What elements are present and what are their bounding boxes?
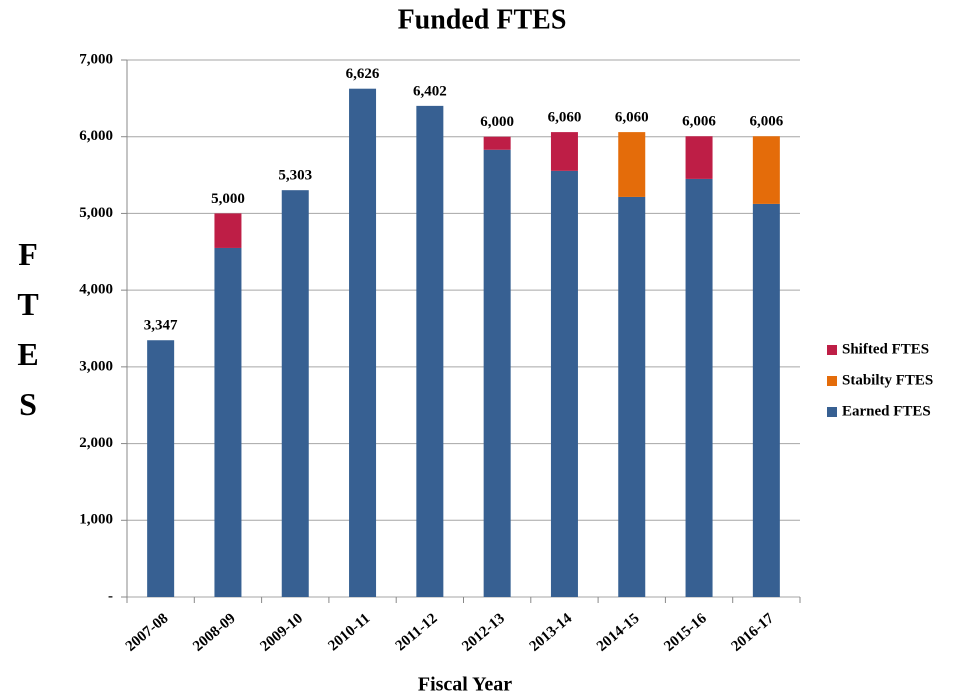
- x-tick-label: 2009-10: [257, 610, 306, 654]
- y-tick-label: 1,000: [79, 512, 113, 528]
- bar-segment: [752, 203, 780, 597]
- bar-segment: [147, 340, 175, 597]
- bar-segment: [752, 136, 780, 204]
- legend-swatch: [827, 407, 837, 417]
- x-tick-label: 2011-12: [393, 610, 441, 654]
- x-tick-label: 2010-11: [325, 610, 373, 654]
- y-tick-label: 7,000: [79, 51, 113, 67]
- data-label: 6,060: [615, 110, 649, 126]
- x-tick-label: 2016-17: [729, 610, 778, 655]
- legend-label: Shifted FTES: [842, 341, 929, 357]
- bar-segment: [214, 213, 242, 248]
- y-tick-label: 5,000: [79, 205, 113, 221]
- x-tick-label: 2007-08: [123, 610, 172, 654]
- x-tick-label: 2008-09: [190, 610, 239, 654]
- bar-segment: [618, 132, 646, 197]
- chart-title: Funded FTES: [398, 4, 567, 35]
- x-tick-label: 2012-13: [459, 610, 508, 654]
- x-tick-label: 2013-14: [527, 610, 576, 655]
- y-tick-label: -: [108, 588, 113, 604]
- legend-label: Stabilty FTES: [842, 372, 933, 388]
- bar-segment: [618, 196, 646, 597]
- legend-swatch: [827, 376, 837, 386]
- y-tick-label: 6,000: [79, 128, 113, 144]
- data-label: 6,006: [682, 114, 716, 130]
- bar-segment: [685, 178, 713, 597]
- y-tick-label: 2,000: [79, 435, 113, 451]
- data-label: 6,006: [749, 114, 783, 130]
- y-tick-label: 4,000: [79, 282, 113, 298]
- data-label: 6,060: [548, 110, 582, 126]
- bar-segment: [281, 190, 309, 597]
- bar-segment: [685, 136, 713, 179]
- bar-segment: [550, 170, 578, 597]
- data-label: 6,402: [413, 83, 447, 99]
- legend-swatch: [827, 345, 837, 355]
- y-tick-label: 3,000: [79, 358, 113, 374]
- bar-segment: [349, 88, 377, 598]
- x-axis-label: Fiscal Year: [418, 674, 512, 696]
- bar-segment: [416, 105, 444, 597]
- data-label: 6,000: [480, 114, 514, 130]
- bar-segment: [214, 247, 242, 597]
- bar-segment: [550, 132, 578, 171]
- x-tick-label: 2014-15: [594, 610, 643, 654]
- legend-label: Earned FTES: [842, 403, 931, 419]
- x-tick-label: 2015-16: [661, 610, 710, 655]
- data-label: 5,303: [278, 168, 312, 184]
- bar-segment: [483, 149, 511, 597]
- data-label: 5,000: [211, 191, 245, 207]
- data-label: 6,626: [346, 66, 380, 82]
- data-label: 3,347: [144, 318, 178, 334]
- bar-segment: [483, 136, 511, 150]
